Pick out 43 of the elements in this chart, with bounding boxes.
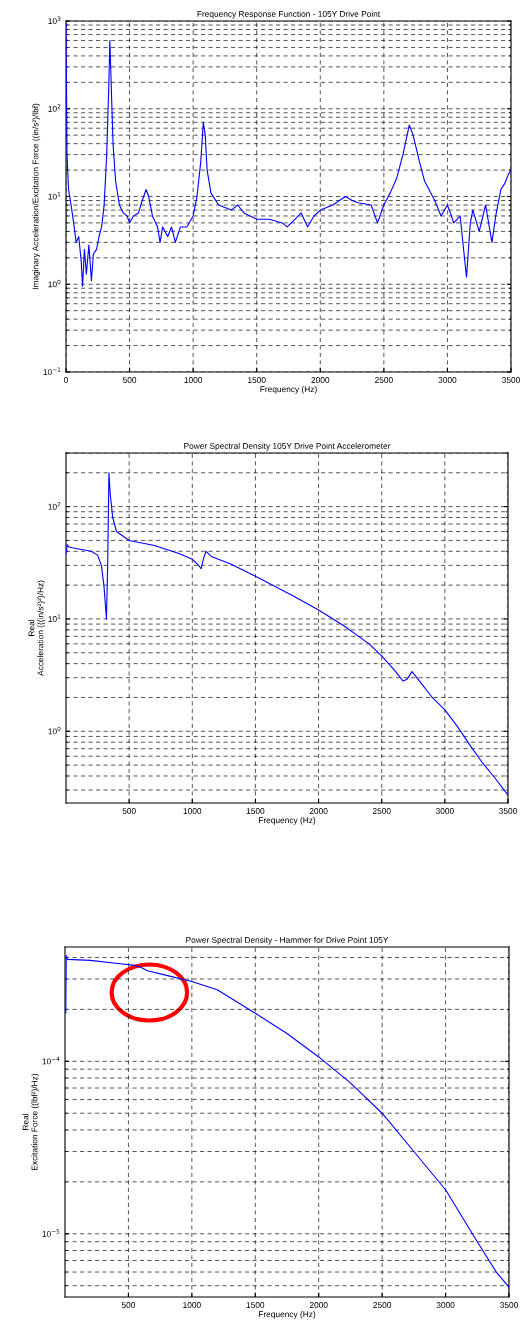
x-tick-label: 2000 — [309, 1302, 328, 1308]
x-axis-title: Frequency (Hz) — [260, 386, 317, 394]
x-axis-title: Frequency (Hz) — [258, 1311, 316, 1319]
x-tick-label: 500 — [121, 1302, 136, 1308]
x-tick-label: 3500 — [499, 808, 517, 814]
x-tick-label: 1000 — [183, 1302, 201, 1308]
y-tick-label: 10$^{1}$ — [48, 614, 61, 622]
y-axis-title: Imaginary Acceleration/Excitation Force ((in/s²)/lbf) — [32, 103, 41, 290]
y-tick-label: 10$^{2}$ — [48, 502, 61, 510]
line-series — [65, 955, 509, 1288]
x-tick-label: 3000 — [435, 808, 454, 814]
x-tick-label: 2500 — [375, 377, 393, 383]
y-tick-label: 10$^{−4}$ — [42, 1056, 60, 1065]
x-tick-label: 3500 — [502, 377, 520, 383]
line-series — [66, 472, 508, 796]
x-tick-label: 1000 — [183, 808, 202, 814]
y-tick-label: 10$^{3}$ — [48, 16, 61, 25]
x-tick-label: 0 — [64, 377, 68, 383]
y-tick-label: 10$^{0}$ — [48, 279, 61, 288]
y-axis-title: Real Acceleration (((in/s²)²)/Hz) — [28, 580, 46, 676]
x-tick-label: 3000 — [436, 1302, 455, 1308]
chart-title: Power Spectral Density - Hammer for Drive Point 105Y — [186, 936, 389, 945]
x-tick-label: 1500 — [246, 1302, 265, 1308]
chart-title: Frequency Response Function - 105Y Drive Point — [197, 10, 381, 19]
x-tick-label: 1500 — [248, 377, 266, 383]
y-tick-label: 10$^{0}$ — [48, 726, 61, 735]
x-tick-label: 1000 — [184, 377, 203, 383]
x-tick-label: 500 — [122, 808, 136, 814]
y-axis-title: Real Excitation Force ((lbf²)/Hz) — [22, 1073, 40, 1170]
x-axis-title: Frequency (Hz) — [258, 817, 316, 825]
x-tick-label: 2000 — [309, 808, 328, 814]
x-tick-label: 2500 — [372, 808, 391, 814]
chart-title: Power Spectral Density 105Y Drive Point Accelerometer — [184, 442, 391, 451]
x-tick-label: 3000 — [438, 377, 457, 383]
y-tick-label: 10$^{−1}$ — [43, 367, 61, 376]
x-tick-label: 2000 — [311, 377, 330, 383]
x-tick-label: 1500 — [246, 808, 265, 814]
x-tick-label: 3500 — [500, 1302, 518, 1308]
y-tick-label: 10$^{2}$ — [48, 104, 61, 112]
x-tick-label: 500 — [122, 377, 137, 383]
y-tick-label: 10$^{1}$ — [48, 192, 61, 200]
x-tick-label: 2500 — [373, 1302, 392, 1308]
y-tick-label: 10$^{−5}$ — [42, 1229, 60, 1237]
